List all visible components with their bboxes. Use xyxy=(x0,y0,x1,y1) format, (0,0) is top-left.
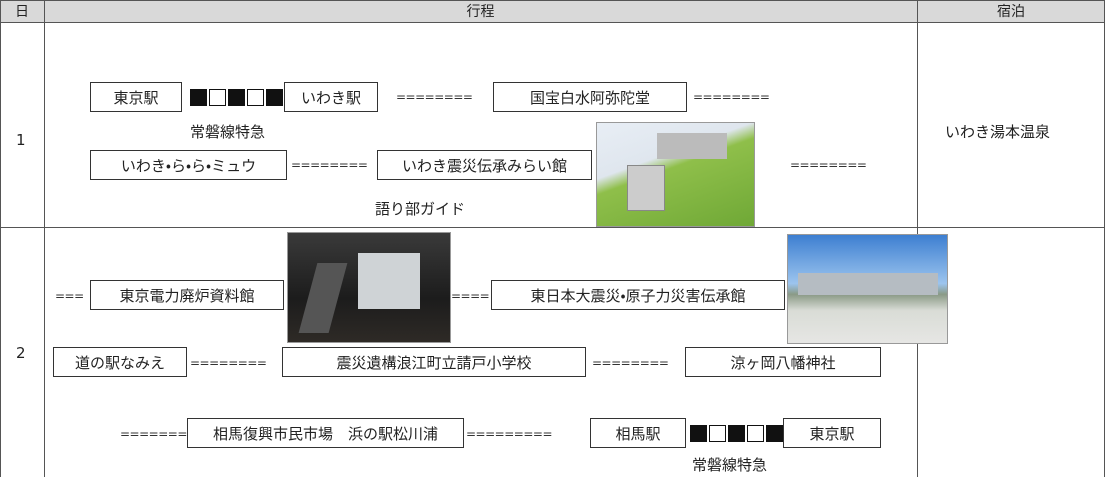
place-box: 東京駅 xyxy=(90,82,182,112)
place-box: 東京電力廃炉資料館 xyxy=(90,280,284,310)
separator: ======== xyxy=(190,356,267,370)
separator: ========= xyxy=(466,427,553,441)
header-cell: 宿泊 xyxy=(917,0,1105,22)
place-box: 東日本大震災・原子力災害伝承館 xyxy=(491,280,785,310)
place-box: いわき震災伝承みらい館 xyxy=(377,150,592,180)
table-border xyxy=(0,0,1105,1)
place-box: 相馬復興市民市場 浜の駅松川浦 xyxy=(187,418,464,448)
table-border xyxy=(0,22,1105,23)
photo xyxy=(787,234,948,344)
header-cell: 日 xyxy=(0,0,44,22)
separator: ======== xyxy=(592,356,669,370)
note: 常磐線特急 xyxy=(190,123,266,141)
day: 1 xyxy=(16,131,26,149)
table-border xyxy=(44,0,45,477)
place-box: 道の駅なみえ xyxy=(53,347,187,377)
day: 2 xyxy=(16,344,26,362)
place-box: 涼ヶ岡八幡神社 xyxy=(685,347,881,377)
place-box: 国宝白水阿弥陀堂 xyxy=(493,82,687,112)
place-box: いわき駅 xyxy=(284,82,378,112)
table-border xyxy=(0,227,1105,228)
separator: ======== xyxy=(396,90,473,104)
note: 語り部ガイド xyxy=(375,200,466,218)
separator: ======== xyxy=(790,158,867,172)
separator: ==== xyxy=(451,289,490,303)
train-icon xyxy=(690,418,783,448)
place-box: いわき・ら・ら・ミュウ xyxy=(90,150,287,180)
photo xyxy=(287,232,451,343)
header-cell: 行程 xyxy=(44,0,917,22)
separator: ======== xyxy=(120,427,197,441)
separator: === xyxy=(55,289,84,303)
separator: ======== xyxy=(693,90,770,104)
note: 常磐線特急 xyxy=(692,456,768,474)
train-icon xyxy=(190,82,283,112)
table-border xyxy=(0,0,1,477)
photo xyxy=(596,122,755,227)
place-box: 相馬駅 xyxy=(590,418,686,448)
lodging: いわき湯本温泉 xyxy=(945,123,1051,141)
place-box: 東京駅 xyxy=(783,418,881,448)
place-box: 震災遺構浪江町立請戸小学校 xyxy=(282,347,586,377)
separator: ======== xyxy=(291,158,368,172)
